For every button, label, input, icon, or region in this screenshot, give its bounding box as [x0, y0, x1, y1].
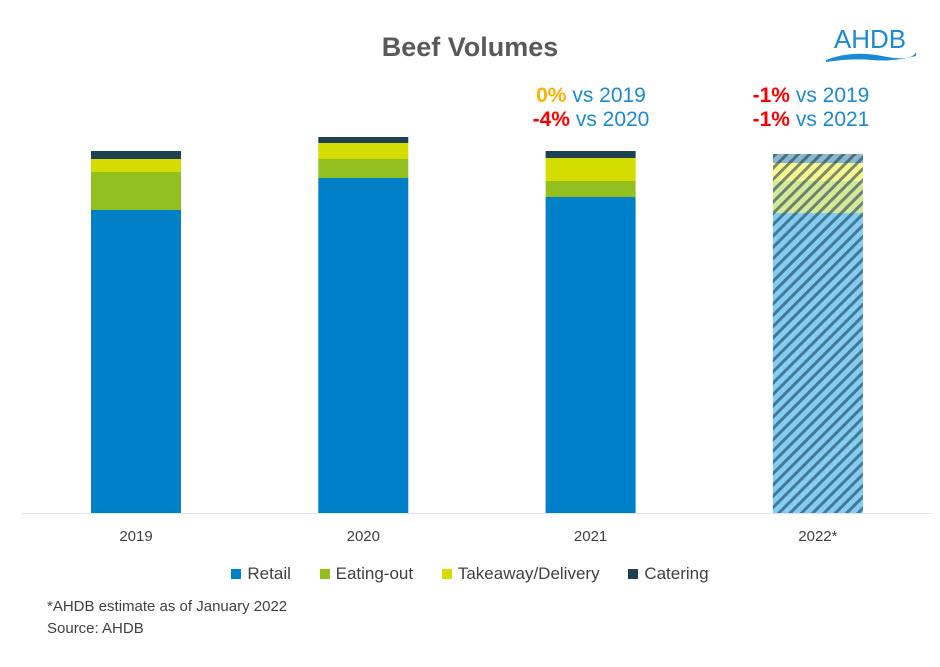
annotation-pct: -4% [532, 108, 570, 131]
chart-title: Beef Volumes [381, 32, 559, 62]
ahdb-logo: AHDB [826, 24, 916, 62]
bar-segment-takeaway-delivery-2020 [318, 143, 409, 159]
annotation-pct: 0% [536, 84, 567, 107]
x-tick-label: 2021 [573, 528, 608, 545]
annotation-pct: -1% [752, 108, 790, 131]
annotation-text: vs 2020 [575, 108, 650, 131]
annotation-pct: -1% [752, 84, 790, 107]
legend-item-eating-out: Eating-out [319, 564, 413, 584]
bar-segment-takeaway-delivery-2021 [545, 158, 636, 181]
annotation-text: vs 2021 [795, 108, 870, 131]
annotation-2021: 0% vs 2019 -4% vs 2020 [471, 84, 711, 132]
bar-segment-takeaway-delivery-2019 [91, 159, 181, 172]
bar-hatch-retail [772, 213, 863, 513]
bar-segment-eating-out-2021 [545, 181, 636, 197]
x-tick-label: 2020 [346, 528, 380, 545]
legend-item-catering: Catering [628, 564, 709, 584]
bar-hatch-takeaway-delivery [772, 163, 863, 181]
bar-segment-retail-2019 [91, 210, 181, 513]
legend-item-takeaway: Takeaway/Delivery [441, 564, 600, 584]
footnote-source: Source: AHDB [47, 620, 144, 637]
bar-segment-catering-2020 [318, 137, 409, 143]
footnote-estimate: *AHDB estimate as of January 2022 [47, 598, 288, 615]
annotation-2022: -1% vs 2019 -1% vs 2021 [691, 84, 931, 132]
bar-segment-retail-2020 [318, 178, 409, 513]
bar-hatch-catering [772, 154, 863, 163]
bar-segment-eating-out-2020 [318, 159, 409, 178]
legend: Retail Eating-out Takeaway/Delivery Cate… [0, 564, 940, 584]
bar-segment-catering-2021 [545, 151, 636, 158]
svg-text:AHDB: AHDB [834, 24, 906, 54]
annotation-text: vs 2019 [795, 84, 870, 107]
bar-hatch-eating-out [772, 181, 863, 213]
x-tick-label: 2022* [798, 528, 838, 545]
bar-segment-eating-out-2019 [91, 172, 181, 210]
bar-segment-catering-2019 [91, 151, 181, 159]
bar-segment-retail-2021 [545, 197, 636, 513]
legend-item-retail: Retail [231, 564, 291, 584]
x-tick-label: 2019 [119, 528, 153, 545]
annotation-text: vs 2019 [572, 84, 646, 107]
